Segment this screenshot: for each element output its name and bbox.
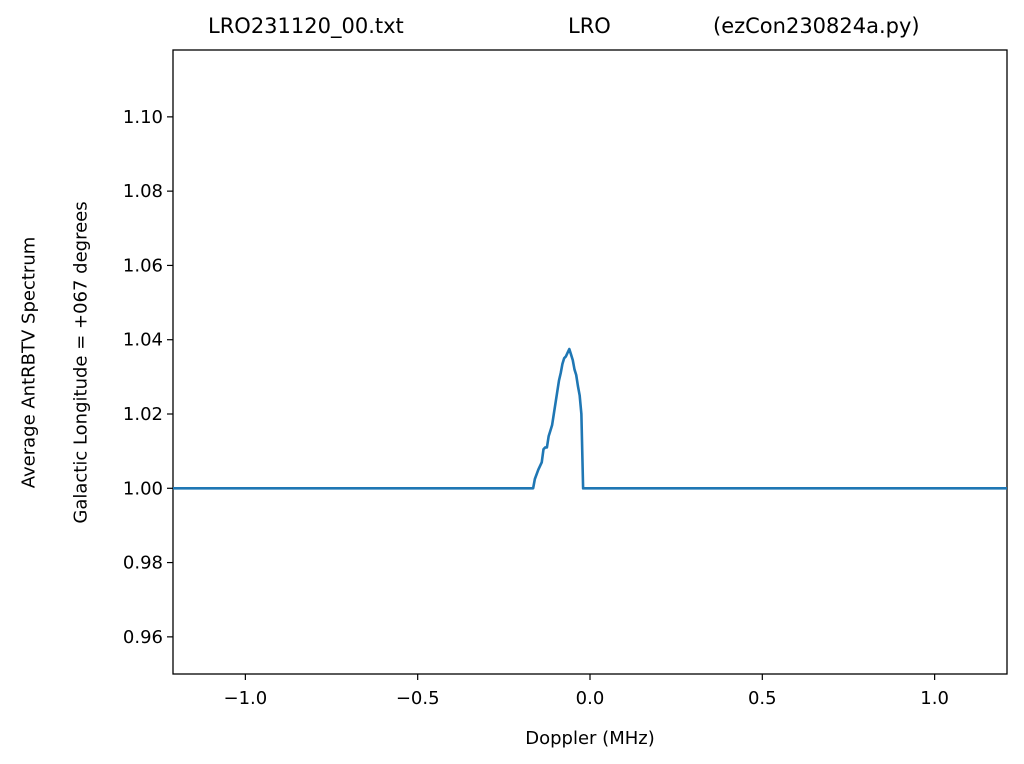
x-tick-label: 0.5: [748, 688, 777, 709]
y-tick-label: 0.98: [123, 553, 163, 574]
x-tick-label: −1.0: [224, 688, 268, 709]
y-axis-ticks: 0.96 0.98 1.00 1.02 1.04 1.06 1.08 1.10: [123, 107, 173, 648]
x-axis-ticks: −1.0 −0.5 0.0 0.5 1.0: [224, 674, 949, 709]
plot-area-frame: [172, 49, 1008, 675]
x-tick-label: −0.5: [396, 688, 440, 709]
y-tick-label: 1.04: [123, 330, 163, 351]
chart-title-center: LRO: [568, 14, 611, 38]
y-tick-label: 1.06: [123, 255, 163, 276]
y-tick-label: 0.96: [123, 627, 163, 648]
y-tick-label: 1.10: [123, 107, 163, 128]
x-axis-label: Doppler (MHz): [525, 728, 654, 749]
y-tick-label: 1.02: [123, 404, 163, 425]
x-tick-label: 1.0: [920, 688, 949, 709]
series-line-0: [173, 347, 1007, 490]
chart-title-left: LRO231120_00.txt: [208, 14, 404, 38]
chart-title-right: (ezCon230824a.py): [713, 14, 920, 38]
axes-frame: [172, 49, 1008, 675]
y-tick-label: 1.08: [123, 181, 163, 202]
x-tick-label: 0.0: [576, 688, 605, 709]
series-group: [173, 347, 1007, 490]
y-tick-label: 1.00: [123, 478, 163, 499]
